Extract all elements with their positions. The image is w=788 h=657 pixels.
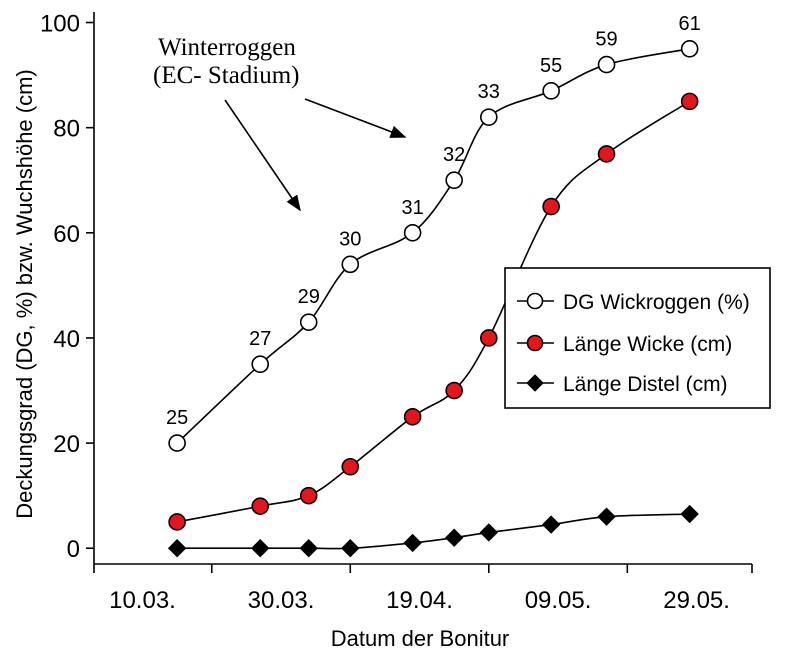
- legend: DG Wickroggen (%) Länge Wicke (cm) Länge…: [505, 268, 770, 408]
- x-tick-label: 30.03.: [248, 587, 315, 614]
- data-point-open-circle: [599, 57, 615, 73]
- stage-label: 33: [478, 81, 500, 103]
- y-tick-label: 60: [53, 221, 80, 248]
- annotation-line-2: (EC- Stadium): [153, 62, 300, 89]
- data-point-open-circle: [169, 435, 185, 451]
- y-axis-title: Deckungsgrad (DG, %) bzw. Wuchshöhe (cm): [12, 69, 37, 519]
- stage-label: 25: [166, 407, 188, 429]
- data-point-red-circle: [405, 409, 421, 425]
- stage-label: 30: [339, 228, 361, 250]
- data-point-diamond: [446, 529, 463, 546]
- y-tick-label: 0: [67, 536, 80, 563]
- data-point-red-circle: [252, 498, 268, 514]
- data-point-open-circle: [405, 225, 421, 241]
- x-tick-label: 29.05.: [663, 587, 730, 614]
- data-point-diamond: [480, 524, 497, 541]
- data-point-diamond: [169, 540, 186, 557]
- legend-label: Länge Wicke (cm): [563, 333, 732, 356]
- data-point-open-circle: [301, 314, 317, 330]
- data-point-diamond: [252, 540, 269, 557]
- x-tick-label: 10.03.: [109, 587, 176, 614]
- annotation-arrow-2: [305, 99, 405, 137]
- y-tick-label: 40: [53, 326, 80, 353]
- data-point-diamond: [543, 516, 560, 533]
- x-ticks: 10.03. 30.03. 19.04. 09.05. 29.05.: [94, 564, 752, 614]
- y-tick-label: 100: [40, 11, 80, 38]
- data-point-red-circle: [446, 383, 462, 399]
- stage-label: 32: [443, 144, 465, 166]
- data-point-diamond: [681, 506, 698, 523]
- y-tick-label: 80: [53, 116, 80, 143]
- data-point-red-circle: [481, 330, 497, 346]
- data-point-open-circle: [543, 83, 559, 99]
- data-point-red-circle: [682, 93, 698, 109]
- y-ticks: 0 20 40 60 80 100: [40, 11, 94, 564]
- data-point-open-circle: [252, 356, 268, 372]
- data-point-open-circle: [682, 41, 698, 57]
- annotation-line-1: Winterroggen: [158, 34, 296, 61]
- legend-marker-red-circle: [528, 336, 543, 351]
- data-point-open-circle: [481, 109, 497, 125]
- data-point-diamond: [342, 540, 359, 557]
- data-point-red-circle: [599, 146, 615, 162]
- stage-label: 29: [298, 286, 320, 308]
- annotation-arrow-1: [225, 100, 300, 210]
- data-point-open-circle: [342, 256, 358, 272]
- annotation: Winterroggen (EC- Stadium): [153, 34, 405, 210]
- y-tick-label: 20: [53, 431, 80, 458]
- legend-label: Länge Distel (cm): [563, 373, 728, 396]
- stage-label: 61: [679, 13, 701, 35]
- data-point-diamond: [300, 540, 317, 557]
- data-point-diamond: [404, 534, 421, 551]
- x-tick-label: 09.05.: [525, 587, 592, 614]
- stage-label: 31: [401, 197, 423, 219]
- x-axis-title: Datum der Bonitur: [331, 626, 510, 651]
- legend-marker-open-circle: [528, 294, 543, 309]
- stage-label: 27: [249, 328, 271, 350]
- stage-label: 55: [540, 55, 562, 77]
- data-point-red-circle: [543, 199, 559, 215]
- legend-label: DG Wickroggen (%): [563, 291, 750, 314]
- data-point-diamond: [598, 508, 615, 525]
- data-point-open-circle: [446, 172, 462, 188]
- data-point-red-circle: [301, 488, 317, 504]
- x-tick-label: 19.04.: [386, 587, 453, 614]
- series-2: [169, 506, 699, 557]
- data-point-red-circle: [342, 459, 358, 475]
- data-point-red-circle: [169, 514, 185, 530]
- stage-label: 59: [595, 29, 617, 51]
